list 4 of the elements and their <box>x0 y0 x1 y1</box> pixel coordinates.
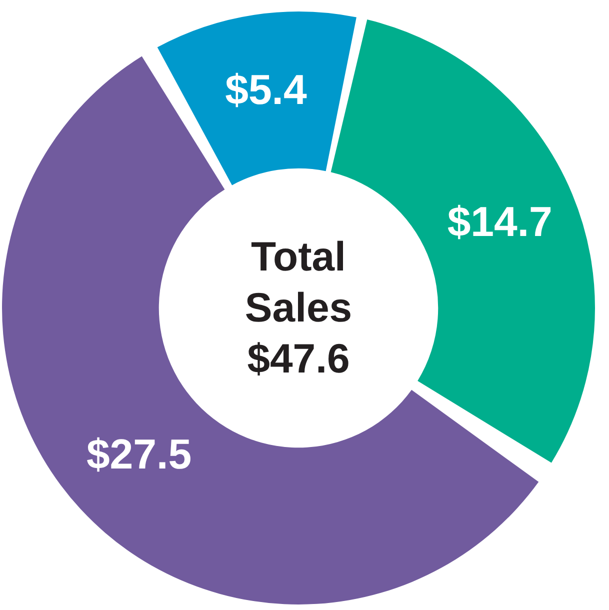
data-label: $5.4 <box>225 66 308 113</box>
text: Total Sales $47.6 <box>244 232 354 384</box>
data-label: $27.5 <box>86 430 192 478</box>
data-label: $14.7 <box>447 198 552 245</box>
